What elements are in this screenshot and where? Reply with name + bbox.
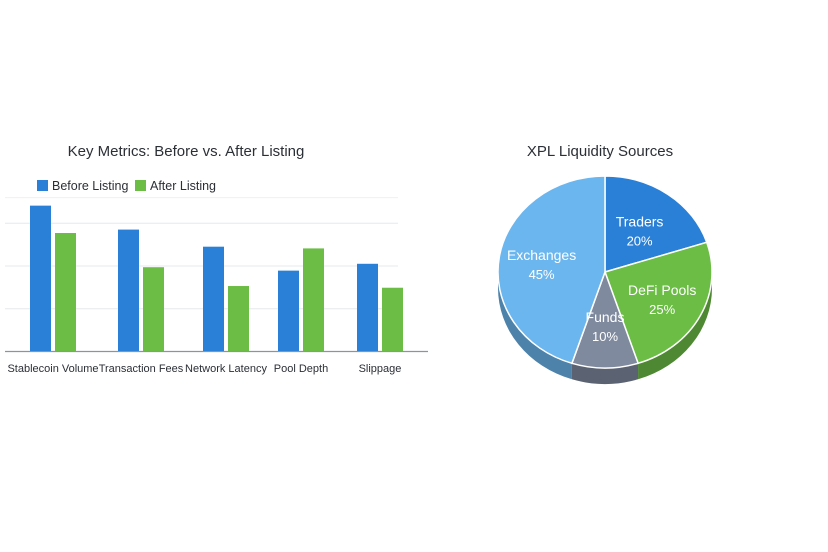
pie-labels: Traders 20% DeFi Pools 25% Funds 10% Exchanges… (507, 213, 696, 344)
pie-side-defi-pools (638, 272, 712, 380)
pie-percent-label: 20% (627, 233, 653, 248)
x-tick-label: Network Latency (185, 363, 267, 375)
legend-swatch-before (37, 180, 48, 191)
pie-percent-label: 45% (529, 267, 555, 282)
bar-after-pool-depth (303, 248, 324, 351)
x-tick-label: Transaction Fees (99, 363, 184, 375)
legend-label-after: After Listing (150, 179, 216, 193)
pie-slice-exchanges (497, 175, 606, 365)
bar-before-stablecoin-volume (30, 205, 51, 351)
pie-slice-defi-pools (604, 241, 713, 365)
pie-label: DeFi Pools (628, 282, 696, 298)
x-tick-label: Stablecoin Volume (7, 363, 98, 375)
pie-percent-label: 25% (649, 302, 675, 317)
pie-label: Traders (616, 213, 664, 229)
bar-before-transaction-fees (118, 229, 139, 351)
bar-marks (30, 205, 403, 351)
bar-after-network-latency (228, 286, 249, 351)
pie-marks (497, 175, 713, 384)
bar-before-pool-depth (278, 270, 299, 351)
bar-after-stablecoin-volume (55, 233, 76, 351)
bar-before-slippage (357, 263, 378, 351)
x-tick-label: Pool Depth (274, 363, 328, 375)
pie-slice-traders (604, 175, 708, 273)
pie-chart-title: XPL Liquidity Sources (527, 143, 673, 160)
bar-after-slippage (382, 287, 403, 351)
bar-after-transaction-fees (143, 267, 164, 351)
pie-side-funds (571, 363, 639, 384)
legend-label-before: Before Listing (52, 179, 128, 193)
bar-before-network-latency (203, 246, 224, 351)
bar-chart-title: Key Metrics: Before vs. After Listing (68, 143, 305, 160)
pie-label: Exchanges (507, 247, 576, 263)
bar-x-tick-labels: Stablecoin Volume Transaction Fees Network… (7, 363, 401, 375)
pie-percent-label: 10% (592, 329, 618, 344)
legend-swatch-after (135, 180, 146, 191)
pie-label: Funds (586, 309, 625, 325)
pie-side-exchanges (498, 272, 572, 380)
x-tick-label: Slippage (359, 363, 402, 375)
